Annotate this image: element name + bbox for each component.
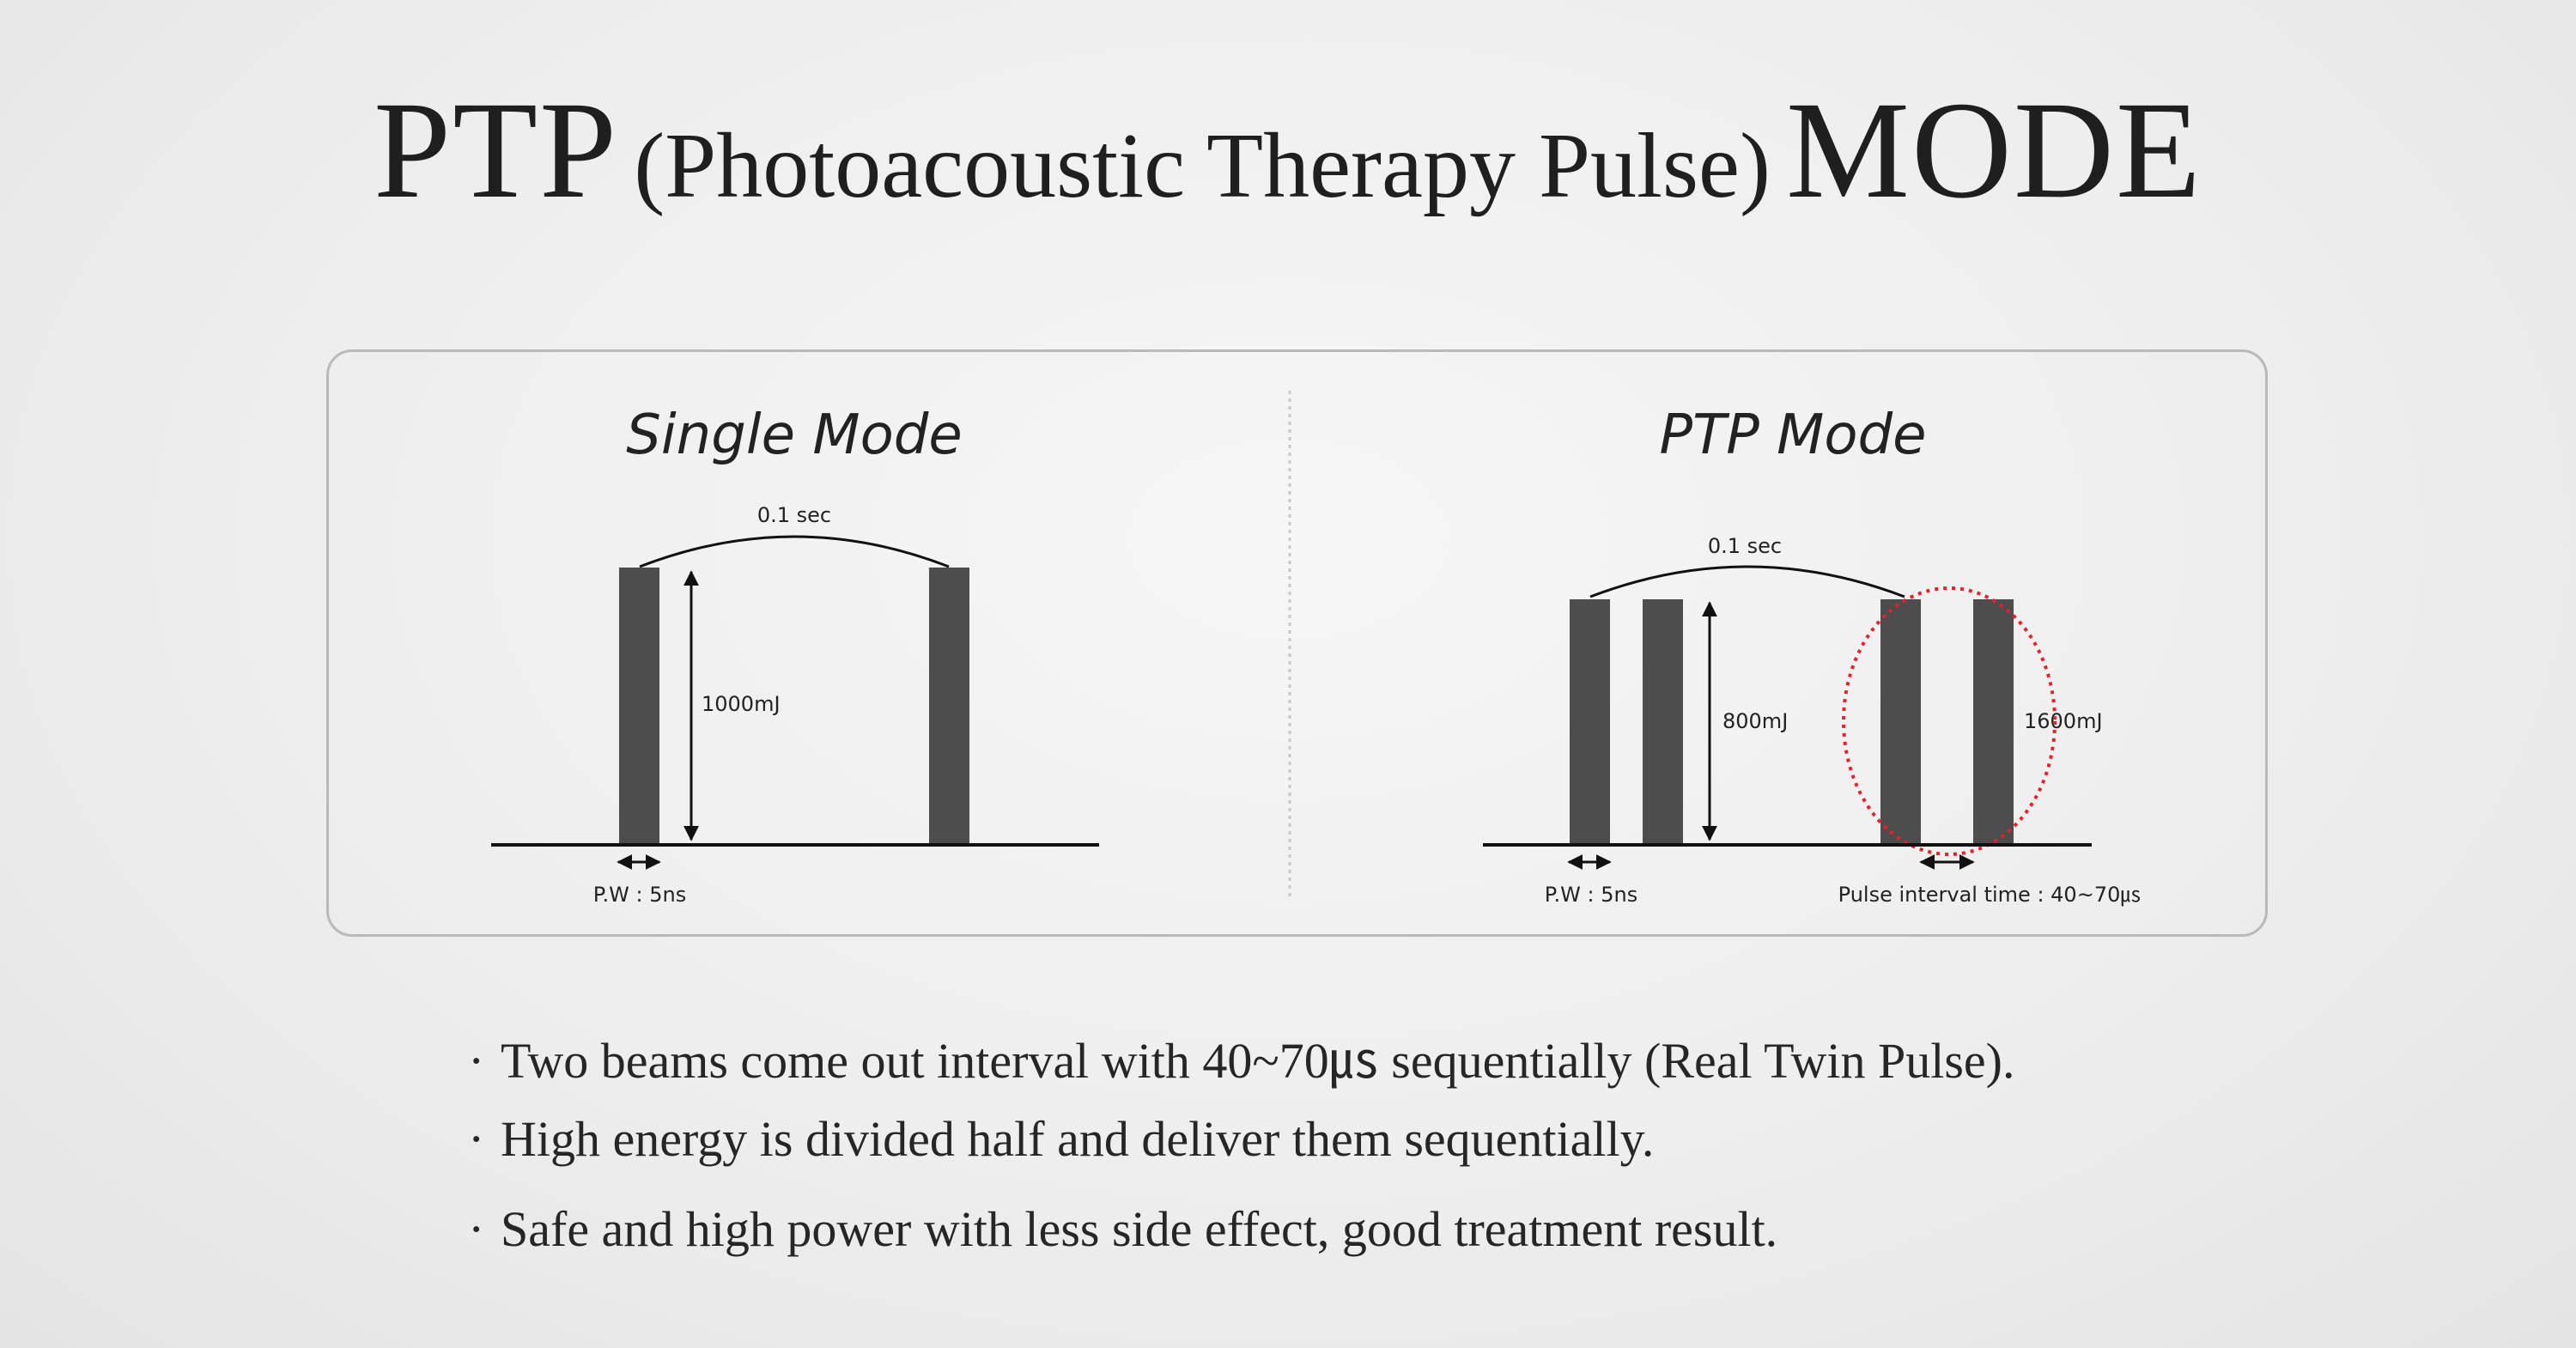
bullet-item: · Two beams come out interval with 40~70… <box>468 1020 2443 1110</box>
single-pulse-bar-1 <box>619 568 659 844</box>
ptp-interval-arc <box>1589 565 1905 598</box>
bullet-list: · Two beams come out interval with 40~70… <box>468 1020 2443 1290</box>
ptp-highlight-ellipse <box>1842 586 2057 856</box>
single-pulse-bar-2 <box>929 568 969 844</box>
bullet-text: Two beams come out interval with 40~70㎲ … <box>501 1033 2015 1089</box>
single-interval-arc <box>639 535 950 568</box>
single-pw-label: P.W : 5ns <box>593 883 686 907</box>
ptp-energy-label-left: 800mJ <box>1722 709 1788 733</box>
single-energy-label: 1000mJ <box>702 692 781 716</box>
ptp-pulse-bar-1 <box>1570 599 1610 844</box>
diagram-panel <box>326 349 2268 937</box>
ptp-pulse-bar-3 <box>1880 599 1921 844</box>
page-title: PTP (Photoacoustic Therapy Pulse) MODE <box>0 82 2576 221</box>
single-interval-label: 0.1 sec <box>757 503 831 527</box>
title-mode: MODE <box>1785 74 2202 228</box>
bullet-item: · High energy is divided half and delive… <box>468 1110 2443 1200</box>
ptp-energy-label-right: 1600mJ <box>2024 709 2103 733</box>
title-ptp: PTP <box>374 74 619 228</box>
ptp-pulse-interval-label: Pulse interval time : 40~70㎲ <box>1838 883 2142 907</box>
single-mode-heading: Single Mode <box>626 404 962 467</box>
ptp-pulse-bar-4 <box>1973 599 2014 844</box>
bullet-text: High energy is divided half and deliver … <box>501 1111 1655 1167</box>
bullet-marker: · <box>468 1033 485 1089</box>
bullet-marker: · <box>468 1111 485 1167</box>
ptp-interval-label: 0.1 sec <box>1708 534 1782 558</box>
bullet-text: Safe and high power with less side effec… <box>501 1201 1778 1257</box>
bullet-marker: · <box>468 1201 485 1257</box>
title-subtitle: (Photoacoustic Therapy Pulse) <box>634 115 1771 217</box>
bullet-item: · Safe and high power with less side eff… <box>468 1200 2443 1290</box>
ptp-pulse-bar-2 <box>1643 599 1683 844</box>
ptp-pw-label: P.W : 5ns <box>1545 883 1637 907</box>
ptp-mode-heading: PTP Mode <box>1660 404 1927 467</box>
